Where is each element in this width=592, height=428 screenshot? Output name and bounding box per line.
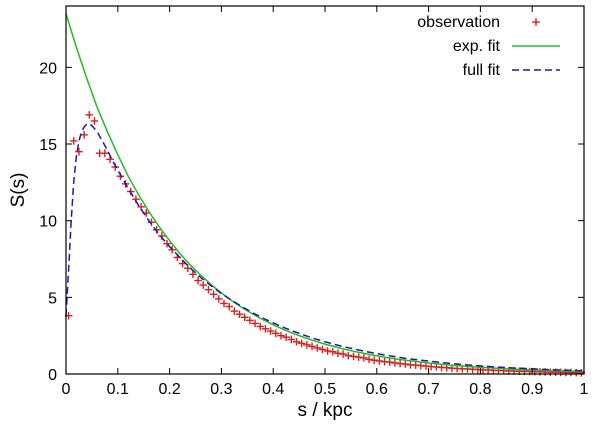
x-tick-label: 0.9 (521, 381, 543, 398)
observation-point (256, 322, 265, 331)
x-tick-label: 0.5 (314, 381, 336, 398)
y-tick-label: 0 (48, 367, 57, 384)
y-tick-label: 5 (48, 290, 57, 307)
observation-point (75, 147, 83, 156)
observation-point (375, 357, 384, 365)
observation-point (277, 331, 285, 340)
axis-ticks (65, 6, 585, 375)
legend-marker-observation (532, 18, 540, 26)
observation-point (308, 342, 316, 351)
observation-point (385, 358, 394, 366)
observation-point (163, 239, 171, 248)
observation-point (168, 246, 176, 254)
full-fit-line (65, 123, 585, 372)
y-tick-label: 15 (39, 137, 57, 154)
observation-point (344, 351, 353, 360)
observation-point (287, 335, 296, 344)
observation-point (354, 353, 363, 361)
legend: observation exp. fit full fit (417, 14, 560, 79)
observation-point (360, 354, 368, 362)
x-tick-label: 0.7 (417, 381, 439, 398)
observation-point (297, 339, 306, 348)
y-axis-label: S(s) (8, 173, 29, 208)
exp-fit-line (65, 13, 585, 373)
y-tick-label: 10 (39, 214, 57, 231)
x-tick-label: 0.1 (107, 381, 129, 398)
observation-point (194, 276, 202, 285)
observation-point (235, 310, 244, 318)
observation-point (266, 327, 275, 335)
x-tick-label: 0.2 (158, 381, 180, 398)
x-tick-label: 1 (580, 381, 589, 398)
observation-point (240, 313, 249, 322)
observation-point (401, 360, 410, 368)
observation-point (365, 355, 373, 364)
observation-point (261, 324, 270, 333)
observation-point (251, 319, 259, 328)
observation-point (318, 345, 327, 354)
observation-point (80, 131, 88, 139)
observation-point (339, 350, 347, 358)
x-tick-label: 0.3 (210, 381, 232, 398)
observation-point (225, 302, 233, 311)
x-axis-label: s / kpc (298, 400, 353, 421)
plot-frame (65, 5, 585, 375)
observation-point (230, 307, 239, 315)
x-tick-label: 0.8 (469, 381, 491, 398)
observation-point (370, 356, 379, 364)
legend-label: full fit (463, 62, 501, 79)
observation-point (209, 290, 218, 299)
y-tick-label: 20 (39, 60, 57, 77)
observation-point (101, 149, 109, 157)
observation-point (90, 117, 99, 125)
x-tick-label: 0 (62, 381, 71, 398)
legend-label: observation (417, 14, 500, 31)
legend-label: exp. fit (453, 38, 501, 55)
series-observation (64, 111, 586, 377)
observation-point (85, 111, 94, 119)
observation-point (313, 344, 322, 352)
observation-point (220, 299, 228, 308)
observation-point (271, 329, 280, 338)
observation-point (199, 281, 208, 289)
observation-point (189, 270, 197, 279)
observation-point (69, 137, 78, 145)
observation-point (334, 349, 342, 358)
x-tick-label: 0.4 (262, 381, 284, 398)
observation-point (204, 285, 213, 294)
plot-data (64, 13, 586, 377)
observation-point (246, 316, 254, 325)
observation-point (349, 352, 358, 361)
observation-point (282, 333, 290, 341)
x-tick-label: 0.6 (366, 381, 388, 398)
observation-point (292, 338, 301, 346)
observation-point (328, 347, 337, 356)
observation-point (147, 218, 156, 226)
observation-point (303, 341, 311, 349)
observation-point (183, 264, 192, 272)
observation-point (215, 295, 223, 303)
observation-point (323, 347, 332, 355)
